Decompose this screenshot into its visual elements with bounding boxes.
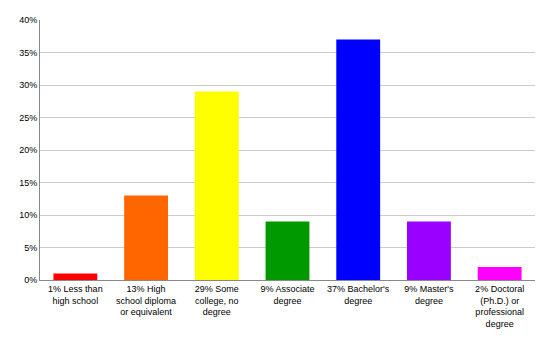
svg-text:1% Less thanhigh school: 1% Less thanhigh school xyxy=(48,284,103,306)
svg-text:10%: 10% xyxy=(19,210,37,220)
svg-text:15%: 15% xyxy=(19,178,37,188)
svg-text:5%: 5% xyxy=(24,243,37,253)
svg-text:40%: 40% xyxy=(19,15,37,25)
svg-text:37% Bachelor'sdegree: 37% Bachelor'sdegree xyxy=(327,284,390,306)
svg-text:9% Master'sdegree: 9% Master'sdegree xyxy=(404,284,454,306)
svg-text:20%: 20% xyxy=(19,145,37,155)
svg-text:29% Somecollege, nodegree: 29% Somecollege, nodegree xyxy=(195,284,239,317)
svg-text:25%: 25% xyxy=(19,113,37,123)
svg-text:13% Highschool diplomaor equiv: 13% Highschool diplomaor equivalent xyxy=(116,284,176,317)
svg-text:9% Associatedegree: 9% Associatedegree xyxy=(260,284,314,306)
svg-text:35%: 35% xyxy=(19,48,37,58)
svg-text:2% Doctoral(Ph.D.) orprofessio: 2% Doctoral(Ph.D.) orprofessionaldegree xyxy=(475,284,524,329)
svg-text:30%: 30% xyxy=(19,80,37,90)
svg-text:0%: 0% xyxy=(24,275,37,285)
